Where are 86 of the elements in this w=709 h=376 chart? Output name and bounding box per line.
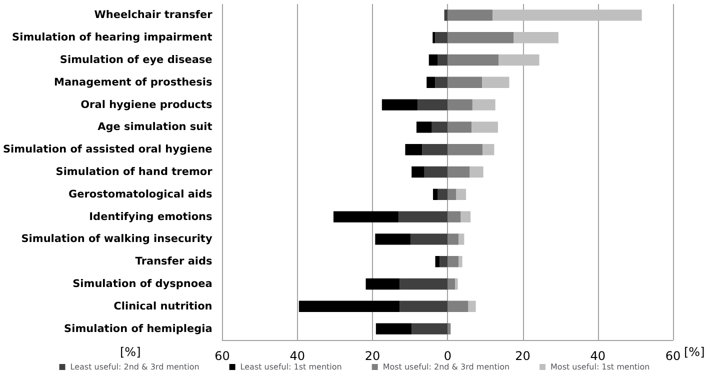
y-tick-label: Identifying emotions [89, 210, 212, 223]
bar [366, 278, 400, 290]
bar [448, 54, 499, 66]
bar [428, 54, 438, 66]
bar [433, 188, 438, 200]
bar [460, 211, 471, 222]
legend-label: Most useful: 2nd & 3rd mention [382, 362, 510, 372]
bar [405, 144, 422, 156]
bar [482, 76, 510, 88]
bar [400, 278, 448, 290]
y-tick-label: Simulation of eye disease [60, 54, 212, 66]
bar [448, 256, 459, 268]
x-tick-label: 60 [214, 349, 230, 363]
y-tick-label: Oral hygiene products [80, 98, 212, 111]
bar [298, 300, 400, 312]
bar [458, 234, 464, 245]
bar [472, 122, 498, 133]
x-tick-label: 60 [665, 349, 681, 363]
legend-label: Least useful: 1st mention [240, 362, 342, 372]
bar [424, 166, 448, 178]
y-tick-label: Simulation of hand tremor [56, 166, 214, 178]
bar [448, 211, 461, 222]
bar [472, 99, 496, 110]
bar [498, 54, 540, 66]
bar [468, 300, 476, 312]
bar [448, 122, 472, 133]
bar [400, 300, 448, 312]
bar [458, 256, 462, 268]
bar [448, 323, 451, 334]
bar [448, 166, 470, 178]
bar [432, 122, 448, 133]
x-tick-label: 40 [290, 349, 306, 363]
bar [448, 32, 514, 44]
bar [376, 323, 412, 334]
bar [418, 99, 448, 110]
bar [398, 211, 448, 222]
bar [412, 323, 448, 334]
text: [%] [120, 345, 141, 359]
y-tick-label: Simulation of dyspnoea [72, 278, 212, 290]
bar [448, 144, 483, 156]
bar [412, 166, 424, 178]
y-tick-label: Simulation of walking insecurity [21, 233, 212, 246]
bar [416, 122, 432, 133]
bar [438, 188, 448, 200]
bar [470, 166, 484, 178]
y-tick-label: Transfer aids [135, 256, 212, 268]
y-tick-label: Wheelchair transfer [94, 9, 214, 22]
legend-label: Most useful: 1st mention [550, 362, 650, 372]
bar [448, 234, 459, 245]
y-tick-label: Clinical nutrition [114, 300, 212, 312]
bar [426, 76, 436, 88]
bar [448, 99, 472, 110]
bar [448, 278, 456, 290]
bar [455, 278, 458, 290]
bar [514, 32, 558, 44]
y-tick-label: Gerostomatological aids [68, 188, 212, 200]
bar [435, 76, 448, 88]
x-tick-label: 20 [364, 349, 380, 363]
bar [333, 211, 398, 222]
y-tick-label: Simulation of hearing impairment [12, 32, 212, 44]
bar [435, 32, 448, 44]
bar [410, 234, 448, 245]
bar [435, 256, 440, 268]
x-tick-label: 0 [444, 349, 452, 363]
bar [440, 256, 448, 268]
y-tick-label: Simulation of assisted oral hygiene [2, 144, 212, 156]
bar [448, 300, 468, 312]
x-tick-label: 20 [515, 349, 530, 363]
x-axis-title: [%] [684, 345, 705, 359]
x-tick-label: 40 [590, 349, 606, 363]
legend-label: Least useful: 2nd & 3rd mention [70, 362, 200, 372]
y-tick-label: Age simulation suit [98, 121, 212, 134]
y-tick-label: Simulation of hemiplegia [64, 322, 212, 335]
bar [448, 188, 456, 200]
bar [492, 10, 642, 21]
bar [438, 54, 448, 66]
bar [448, 10, 493, 21]
bar [482, 144, 494, 156]
bar [432, 32, 436, 44]
bar [375, 234, 410, 245]
bar [444, 10, 448, 21]
bar [448, 76, 482, 88]
bar [422, 144, 448, 156]
bar [382, 99, 418, 110]
y-tick-label: Management of prosthesis [54, 76, 212, 88]
bar [456, 188, 466, 200]
